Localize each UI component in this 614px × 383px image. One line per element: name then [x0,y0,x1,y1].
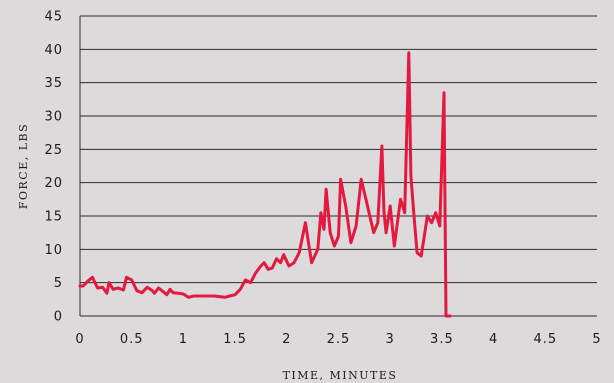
y-tick-label: 5 [54,276,63,291]
y-tick-label: 40 [44,43,63,58]
x-tick-label: 4 [489,332,498,347]
x-tick-label: 1 [179,332,188,347]
x-axis-title: TIME, MINUTES [283,369,398,382]
x-tick-label: 0.5 [120,332,144,347]
x-tick-label: 1.5 [223,332,247,347]
y-tick-label: 30 [44,110,63,125]
y-axis-tick-labels: 0 5 10 15 20 25 30 35 40 45 [44,10,63,325]
y-tick-label: 10 [44,243,63,258]
series-line [78,51,452,318]
x-tick-label: 4.5 [533,332,557,347]
y-tick-label: 25 [44,143,63,158]
y-tick-label: 20 [44,176,63,191]
x-tick-label: 0 [75,332,84,347]
x-tick-label: 2.5 [327,332,351,347]
y-tick-label: 15 [44,210,63,225]
x-tick-label: 5 [592,332,601,347]
y-axis-title: FORCE, LBS [17,123,30,209]
series-layer [78,51,452,318]
x-tick-label: 3.5 [430,332,454,347]
y-tick-label: 45 [44,10,63,25]
y-tick-label: 0 [54,310,63,325]
x-tick-label: 3 [386,332,395,347]
y-tick-label: 35 [44,76,63,91]
x-axis-tick-labels: 0 0.5 1 1.5 2 2.5 3 3.5 4 4.5 5 [75,332,601,347]
x-tick-label: 2 [282,332,291,347]
gridlines [79,15,597,317]
